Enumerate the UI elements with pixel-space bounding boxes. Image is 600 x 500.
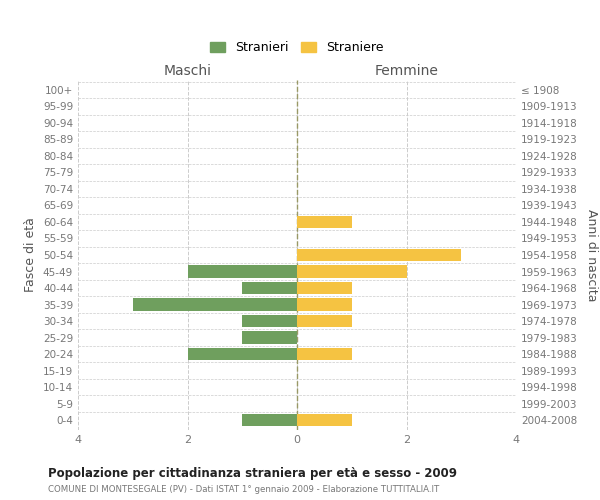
Text: Femmine: Femmine <box>374 64 439 78</box>
Bar <box>242 315 297 327</box>
Legend: Stranieri, Straniere: Stranieri, Straniere <box>206 38 388 58</box>
Bar <box>242 332 297 344</box>
Y-axis label: Anni di nascita: Anni di nascita <box>584 209 598 301</box>
Bar <box>297 282 352 294</box>
Bar <box>187 266 297 278</box>
Bar <box>187 348 297 360</box>
Bar <box>297 266 407 278</box>
Text: Popolazione per cittadinanza straniera per età e sesso - 2009: Popolazione per cittadinanza straniera p… <box>48 468 457 480</box>
Bar <box>297 315 352 327</box>
Bar <box>242 282 297 294</box>
Bar <box>297 249 461 261</box>
Bar <box>242 414 297 426</box>
Text: Maschi: Maschi <box>163 64 212 78</box>
Bar <box>133 298 297 310</box>
Y-axis label: Fasce di età: Fasce di età <box>25 218 37 292</box>
Bar <box>297 348 352 360</box>
Text: COMUNE DI MONTESEGALE (PV) - Dati ISTAT 1° gennaio 2009 - Elaborazione TUTTITALI: COMUNE DI MONTESEGALE (PV) - Dati ISTAT … <box>48 485 439 494</box>
Bar <box>297 298 352 310</box>
Bar <box>297 414 352 426</box>
Bar <box>297 216 352 228</box>
